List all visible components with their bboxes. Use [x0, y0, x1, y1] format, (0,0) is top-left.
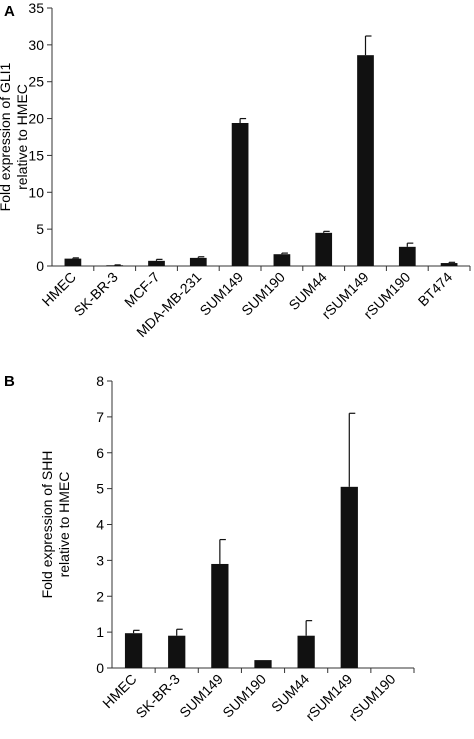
y-tick-label: 5	[36, 221, 44, 237]
x-tick-label: BT474	[415, 269, 456, 310]
bar-rsum149	[357, 55, 374, 267]
chart-panel-b: B 0 1 2 3 4 5 6 7 8 Fold expression of SHHrelative…	[4, 373, 415, 724]
y-tick-label: 6	[96, 445, 104, 461]
x-tick-label: SUM149	[196, 269, 246, 319]
bar-sk-br-3	[106, 265, 124, 266]
x-tick-label: SK-BR-3	[70, 269, 121, 320]
bar-mda-mb-231	[189, 257, 207, 266]
y-axis-title-line: relative to HMEC	[14, 84, 30, 190]
x-tick-label: SUM149	[176, 671, 226, 721]
y-tick-label: 3	[96, 552, 104, 568]
x-tick-label: SK-BR-3	[132, 671, 183, 722]
bar-sum190	[254, 660, 272, 668]
y-tick-label: 35	[28, 0, 44, 16]
y-tick-label: 10	[28, 184, 44, 200]
y-tick-label: 7	[96, 409, 104, 425]
y-tick-label: 25	[28, 74, 44, 90]
bar-sk-br-3	[168, 635, 186, 668]
x-tick-label: SUM190	[219, 671, 269, 721]
bar-rsum149	[340, 486, 358, 668]
panel-label: A	[4, 3, 15, 20]
bar-hmec	[124, 633, 143, 668]
y-tick-label: 1	[96, 624, 104, 640]
x-tick-label: HMEC	[39, 269, 79, 309]
bar-mcf-7	[148, 260, 165, 266]
y-tick-label: 30	[28, 37, 44, 53]
y-tick-label: 4	[96, 517, 104, 533]
y-tick-label: 0	[36, 258, 44, 274]
chart-panel-a: A 0 5 10 15 20 25 30 35 Fold expression of GLI1re…	[0, 0, 471, 340]
y-axis-title-line: Fold expression of GLI1	[0, 62, 13, 211]
x-tick-label: HMEC	[99, 671, 139, 711]
x-tick-label: rSUM190	[360, 269, 413, 322]
y-axis-title-line: relative to HMEC	[56, 472, 72, 578]
panel-label: B	[4, 373, 15, 390]
bar-sum149	[211, 563, 229, 668]
y-tick-label: 5	[96, 481, 104, 497]
bar-sum190	[273, 254, 291, 266]
y-axis-title-line: Fold expression of SHH	[39, 451, 55, 599]
y-tick-label: 8	[96, 373, 104, 389]
y-axis-title: Fold expression of SHHrelative to HMEC	[39, 451, 72, 599]
y-tick-label: 2	[96, 588, 104, 604]
bar-sum44	[297, 635, 315, 668]
bar-hmec	[64, 258, 82, 266]
bar-sum44	[315, 232, 333, 266]
y-axis-title: Fold expression of GLI1relative to HMEC	[0, 62, 30, 211]
bar-rsum190	[398, 246, 416, 266]
y-tick-label: 0	[96, 660, 104, 676]
y-tick-label: 15	[28, 147, 44, 163]
x-tick-label: SUM190	[238, 269, 288, 319]
y-tick-label: 20	[28, 111, 44, 127]
bar-bt474	[440, 263, 458, 266]
bar-sum149	[231, 122, 249, 266]
x-tick-label: rSUM190	[345, 671, 398, 724]
